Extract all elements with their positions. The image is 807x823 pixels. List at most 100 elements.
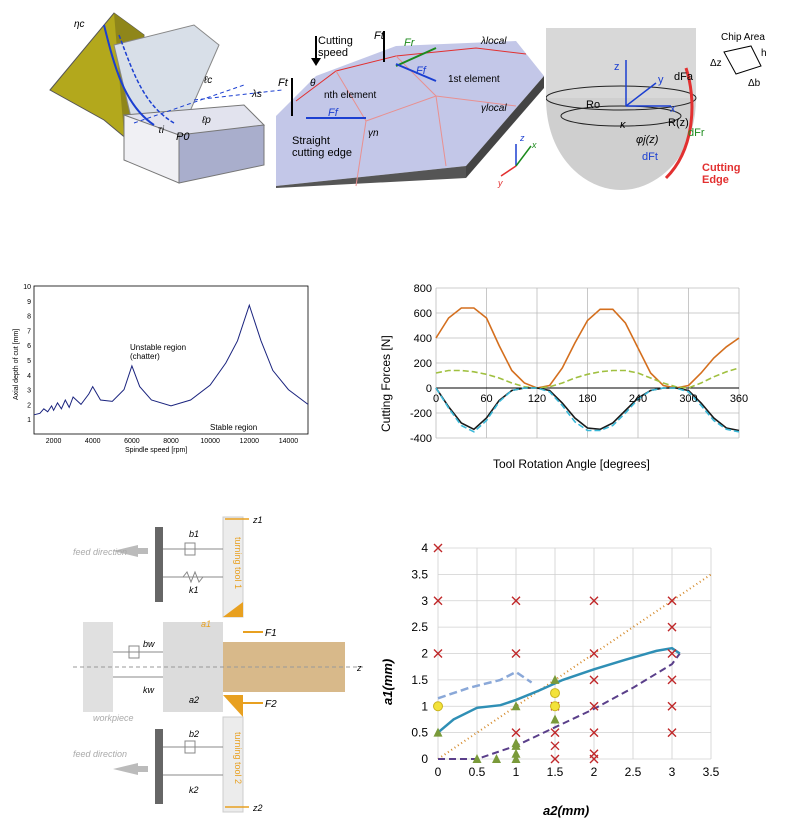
depth-scatter-chart: 0 0.5 1 1.5 2 2.5 3 3.5 4 0 0.5 1 1.5 2 2.5 3 3.5 a2(mm…	[380, 541, 720, 818]
cross-marker	[589, 649, 599, 658]
label-nth-element: nth element	[324, 90, 376, 101]
y-tick-label: 400	[414, 333, 432, 345]
label-dfa: dFa	[674, 71, 694, 83]
label-F1: F1	[265, 628, 277, 639]
label-a1: a1	[201, 619, 211, 629]
label-tool2: turning tool 2	[233, 732, 243, 784]
cross-marker	[589, 701, 599, 711]
x-tick-label: 10000	[200, 438, 220, 445]
label-z2: z2	[252, 803, 263, 813]
cross-marker	[433, 649, 443, 658]
label-tool1: turning tool 1	[233, 537, 243, 589]
triangle-marker	[511, 754, 521, 763]
tool-holder-1	[155, 527, 163, 602]
label-feed1: feed direction	[73, 547, 127, 557]
label-z: z	[614, 61, 620, 73]
label-gamma-local: γlocal	[481, 103, 507, 114]
cross-marker	[550, 741, 560, 751]
y-tick-label: 600	[414, 308, 432, 320]
ref-line	[133, 84, 245, 124]
label-gamma-n: γn	[368, 128, 379, 139]
y-tick-label: 10	[23, 284, 31, 291]
y-tick-label: 7	[27, 328, 31, 335]
label-kw: kw	[143, 685, 155, 695]
tool1-tip	[223, 602, 243, 617]
label-cutting-edge: Cutting Edge	[702, 162, 740, 186]
stability-lobe-chart: 1 2 3 4 5 6 7 8 9 10 2000 4000 6000 8000 10000 12000 14…	[13, 284, 309, 454]
label-db: Δb	[748, 78, 761, 89]
label-workpiece: workpiece	[93, 713, 134, 723]
label-phi: φj(z)	[636, 134, 659, 146]
blue-boundary	[437, 670, 533, 700]
x-tick-label: 12000	[240, 438, 260, 445]
y-tick-label: 3	[27, 388, 31, 395]
y-tick-label: -400	[410, 433, 432, 445]
cross-marker	[667, 701, 677, 711]
label-h: h	[761, 48, 767, 59]
x-tick-label: 300	[679, 393, 697, 405]
label-unstable: Unstable region (chatter)	[130, 343, 186, 361]
label-chip-area: Chip Area	[721, 32, 765, 43]
circle-marker	[433, 701, 443, 712]
label-dft: dFt	[642, 151, 658, 163]
x-tick-label: 0	[435, 765, 442, 779]
cross-marker	[511, 649, 521, 658]
triangle-marker	[550, 674, 560, 684]
purple-boundary	[438, 652, 681, 760]
x-tick-label: 0	[433, 393, 439, 405]
panel-cutting-forces: 800 600 400 200 0 -200 -400 0 60 120 180 240 300 360…	[378, 282, 748, 474]
reference-line	[437, 573, 712, 760]
label-ft-top: Ft	[374, 30, 385, 42]
workpiece-front	[178, 124, 265, 184]
cross-marker	[511, 596, 521, 606]
label-fr: Fr	[404, 37, 416, 49]
label-tau: τi	[158, 125, 165, 136]
plate-thickness	[276, 166, 466, 188]
rake-plate	[276, 41, 544, 186]
triangle-marker	[511, 738, 521, 748]
label-lc: ℓc	[203, 75, 212, 86]
y-tick-label: 200	[414, 358, 432, 370]
triangle-marker	[511, 701, 521, 711]
stability-curve	[33, 303, 309, 416]
label-k1: k1	[189, 585, 199, 595]
circle-marker	[550, 701, 560, 712]
panel-tool-geometry: ηc ℓc λs ℓp τi P0	[44, 5, 282, 185]
panel-cutting-elements: Cutting speed Fr Ft Ff 1st element λlocal…	[276, 26, 544, 188]
y-tick-label: 800	[414, 283, 432, 295]
label-theta: θ	[310, 78, 316, 89]
x-tick-label: 2000	[46, 438, 62, 445]
panel-depth-map: 0 0.5 1 1.5 2 2.5 3 3.5 4 0 0.5 1 1.5 2 2.5 3 3.5 a2(mm…	[378, 535, 723, 820]
x-tick-label: 60	[480, 393, 492, 405]
y-tick-label: 1	[27, 417, 31, 424]
label-eta: ηc	[74, 19, 85, 30]
cross-marker	[511, 728, 521, 738]
cross-marker	[589, 596, 599, 606]
x-tick-label: 6000	[124, 438, 140, 445]
y-tick-label: 0	[421, 752, 428, 766]
y-tick-label: 0	[426, 383, 432, 395]
label-cutting-speed: Cutting speed	[318, 35, 353, 59]
triangle-marker	[433, 727, 443, 737]
x-tick-label: 3.5	[703, 765, 720, 779]
x-tick-label: 360	[730, 393, 748, 405]
y-axis-label: Axial depth of cut [mm]	[13, 329, 20, 400]
x-tick-label: 8000	[163, 438, 179, 445]
label-stable: Stable region	[210, 423, 257, 432]
label-a2: a2	[189, 695, 199, 705]
turning-tool-2	[222, 716, 244, 813]
triangle-marker	[550, 714, 560, 724]
x-tick-label: 1.5	[547, 765, 564, 779]
cutting-elements-figure: Cutting speed Fr Ft Ff 1st element λlocal…	[276, 30, 544, 188]
cross-marker	[667, 596, 677, 606]
label-b1: b1	[189, 529, 199, 539]
y-tick-label: 2	[421, 647, 428, 661]
label-feed2: feed direction	[73, 749, 127, 759]
label-lp: ℓp	[201, 115, 211, 126]
force-series-1	[435, 307, 740, 389]
x-axis-label: Spindle speed [rpm]	[125, 447, 187, 454]
mill-ball	[546, 98, 696, 190]
label-bw: bw	[143, 639, 155, 649]
cross-marker	[667, 649, 677, 658]
y-tick-label: 6	[27, 343, 31, 350]
